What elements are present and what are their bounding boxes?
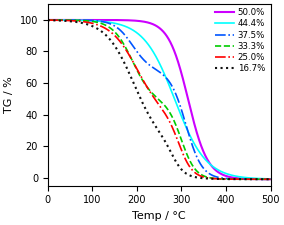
16.7% <box>264 178 268 181</box>
33.3% <box>269 178 272 181</box>
16.7% <box>131 81 135 84</box>
37.5% <box>241 178 244 180</box>
25.0% <box>141 79 145 81</box>
50.0% <box>46 19 49 21</box>
33.3% <box>264 178 268 181</box>
37.5% <box>72 19 75 21</box>
33.3% <box>85 19 88 22</box>
16.7% <box>85 23 88 25</box>
25.0% <box>131 61 135 63</box>
Line: 50.0%: 50.0% <box>48 20 271 179</box>
44.4% <box>131 29 135 32</box>
16.7% <box>72 20 75 23</box>
25.0% <box>46 19 49 21</box>
37.5% <box>85 19 88 22</box>
Y-axis label: TG / %: TG / % <box>4 76 14 113</box>
Line: 44.4%: 44.4% <box>48 20 271 179</box>
25.0% <box>85 21 88 23</box>
50.0% <box>131 19 135 22</box>
25.0% <box>72 19 75 22</box>
Line: 33.3%: 33.3% <box>48 20 271 179</box>
37.5% <box>264 178 268 181</box>
16.7% <box>269 178 272 181</box>
25.0% <box>269 178 272 181</box>
44.4% <box>141 37 145 40</box>
44.4% <box>241 176 244 178</box>
50.0% <box>72 19 75 21</box>
50.0% <box>85 19 88 21</box>
50.0% <box>141 20 145 23</box>
44.4% <box>85 19 88 22</box>
33.3% <box>131 61 135 64</box>
16.7% <box>46 19 49 22</box>
16.7% <box>141 102 145 105</box>
Line: 16.7%: 16.7% <box>48 20 271 179</box>
25.0% <box>264 178 268 181</box>
25.0% <box>241 178 244 180</box>
33.3% <box>241 178 244 181</box>
37.5% <box>131 45 135 48</box>
37.5% <box>269 178 272 181</box>
44.4% <box>72 19 75 22</box>
44.4% <box>264 178 268 180</box>
50.0% <box>241 177 244 180</box>
16.7% <box>241 178 244 180</box>
44.4% <box>46 19 49 21</box>
44.4% <box>269 178 272 180</box>
33.3% <box>46 19 49 21</box>
33.3% <box>141 79 145 82</box>
X-axis label: Temp / °C: Temp / °C <box>132 211 186 221</box>
50.0% <box>264 178 268 180</box>
50.0% <box>269 178 272 180</box>
37.5% <box>141 58 145 60</box>
Line: 25.0%: 25.0% <box>48 20 271 179</box>
37.5% <box>46 19 49 21</box>
33.3% <box>72 19 75 22</box>
Legend: 50.0%, 44.4%, 37.5%, 33.3%, 25.0%, 16.7%: 50.0%, 44.4%, 37.5%, 33.3%, 25.0%, 16.7% <box>212 5 268 76</box>
Line: 37.5%: 37.5% <box>48 20 271 179</box>
